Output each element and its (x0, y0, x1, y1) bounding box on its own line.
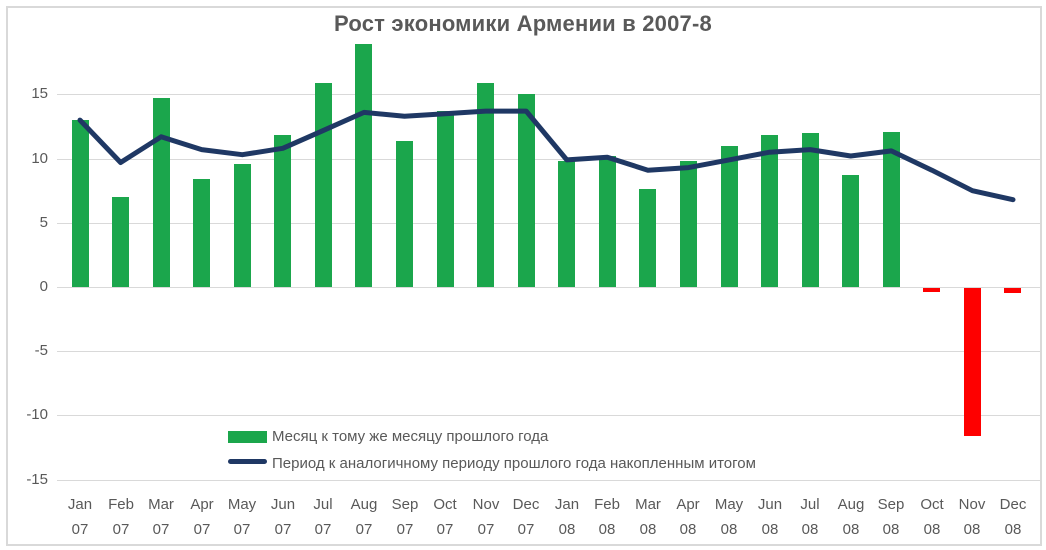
x-axis-label-feb-08: Feb 08 (594, 496, 620, 538)
x-axis-label-apr-08: Apr 08 (676, 496, 700, 538)
gridline--15 (57, 480, 1040, 481)
x-axis-label-jul-08: Jul 08 (800, 496, 820, 538)
legend-swatch-monthly-bar (228, 431, 267, 443)
legend-label-monthly: Месяц к тому же месяцу прошлого года (272, 428, 549, 445)
bar-mar-07 (153, 98, 170, 287)
y-axis-label--10: -10 (26, 406, 48, 423)
bar-sep-07 (396, 141, 413, 287)
x-axis-label-jun-07: Jun 07 (270, 496, 296, 538)
x-axis-label-apr-07: Apr 07 (190, 496, 214, 538)
chart-title: Рост экономики Армении в 2007-8 (334, 11, 712, 36)
bar-feb-07 (112, 197, 129, 287)
y-axis-label-0: 0 (39, 278, 48, 295)
bar-jan-07 (72, 120, 89, 287)
x-axis-label-jan-08: Jan 08 (554, 496, 580, 538)
bar-sep-08 (883, 132, 900, 287)
x-axis-label-jun-08: Jun 08 (757, 496, 783, 538)
y-axis-label--5: -5 (34, 342, 48, 359)
x-axis-label-dec-07: Dec 07 (512, 496, 540, 538)
gridline-5 (57, 223, 1040, 224)
bar-feb-08 (599, 156, 616, 287)
x-axis-label-feb-07: Feb 07 (108, 496, 134, 538)
x-axis-label-may-07: May 07 (227, 496, 257, 538)
gridline--5 (57, 351, 1040, 352)
x-axis-label-jul-07: Jul 07 (313, 496, 333, 538)
x-axis-label-mar-08: Mar 08 (635, 496, 661, 538)
bar-jun-08 (761, 135, 778, 287)
gridline-15 (57, 94, 1040, 95)
bar-jul-08 (802, 133, 819, 287)
gridline-0 (57, 287, 1040, 288)
bar-may-07 (234, 164, 251, 287)
bar-oct-08 (923, 288, 940, 292)
y-axis-label-5: 5 (39, 214, 48, 231)
bar-jun-07 (274, 135, 291, 287)
bar-jan-08 (558, 161, 575, 287)
bar-dec-07 (518, 94, 535, 287)
x-axis-label-aug-08: Aug 08 (837, 496, 865, 538)
bar-oct-07 (437, 111, 454, 287)
x-axis-label-oct-07: Oct 07 (433, 496, 457, 538)
y-axis-label-10: 10 (31, 150, 48, 167)
bar-may-08 (721, 146, 738, 287)
x-axis-label-aug-07: Aug 07 (350, 496, 378, 538)
x-axis-label-sep-07: Sep 07 (391, 496, 419, 538)
x-axis-label-oct-08: Oct 08 (920, 496, 944, 538)
x-axis-label-nov-07: Nov 07 (472, 496, 500, 538)
bar-aug-08 (842, 175, 859, 287)
bar-apr-08 (680, 161, 697, 287)
legend-label-cumulative: Период к аналогичному периоду прошлого г… (272, 455, 756, 472)
x-axis-label-dec-08: Dec 08 (999, 496, 1027, 538)
bar-aug-07 (355, 44, 372, 287)
x-axis-label-jan-07: Jan 07 (67, 496, 93, 538)
x-axis-label-mar-07: Mar 07 (148, 496, 174, 538)
gridline--10 (57, 415, 1040, 416)
bar-dec-08 (1004, 288, 1021, 293)
y-axis-label-15: 15 (31, 85, 48, 102)
x-axis-label-nov-08: Nov 08 (958, 496, 986, 538)
bar-mar-08 (639, 189, 656, 287)
bar-nov-08 (964, 288, 981, 436)
bar-jul-07 (315, 83, 332, 287)
legend-swatch-cumulative-line (228, 459, 267, 464)
bar-nov-07 (477, 83, 494, 287)
x-axis-label-sep-08: Sep 08 (877, 496, 905, 538)
x-axis-label-may-08: May 08 (714, 496, 744, 538)
bar-apr-07 (193, 179, 210, 287)
y-axis-label--15: -15 (26, 471, 48, 488)
